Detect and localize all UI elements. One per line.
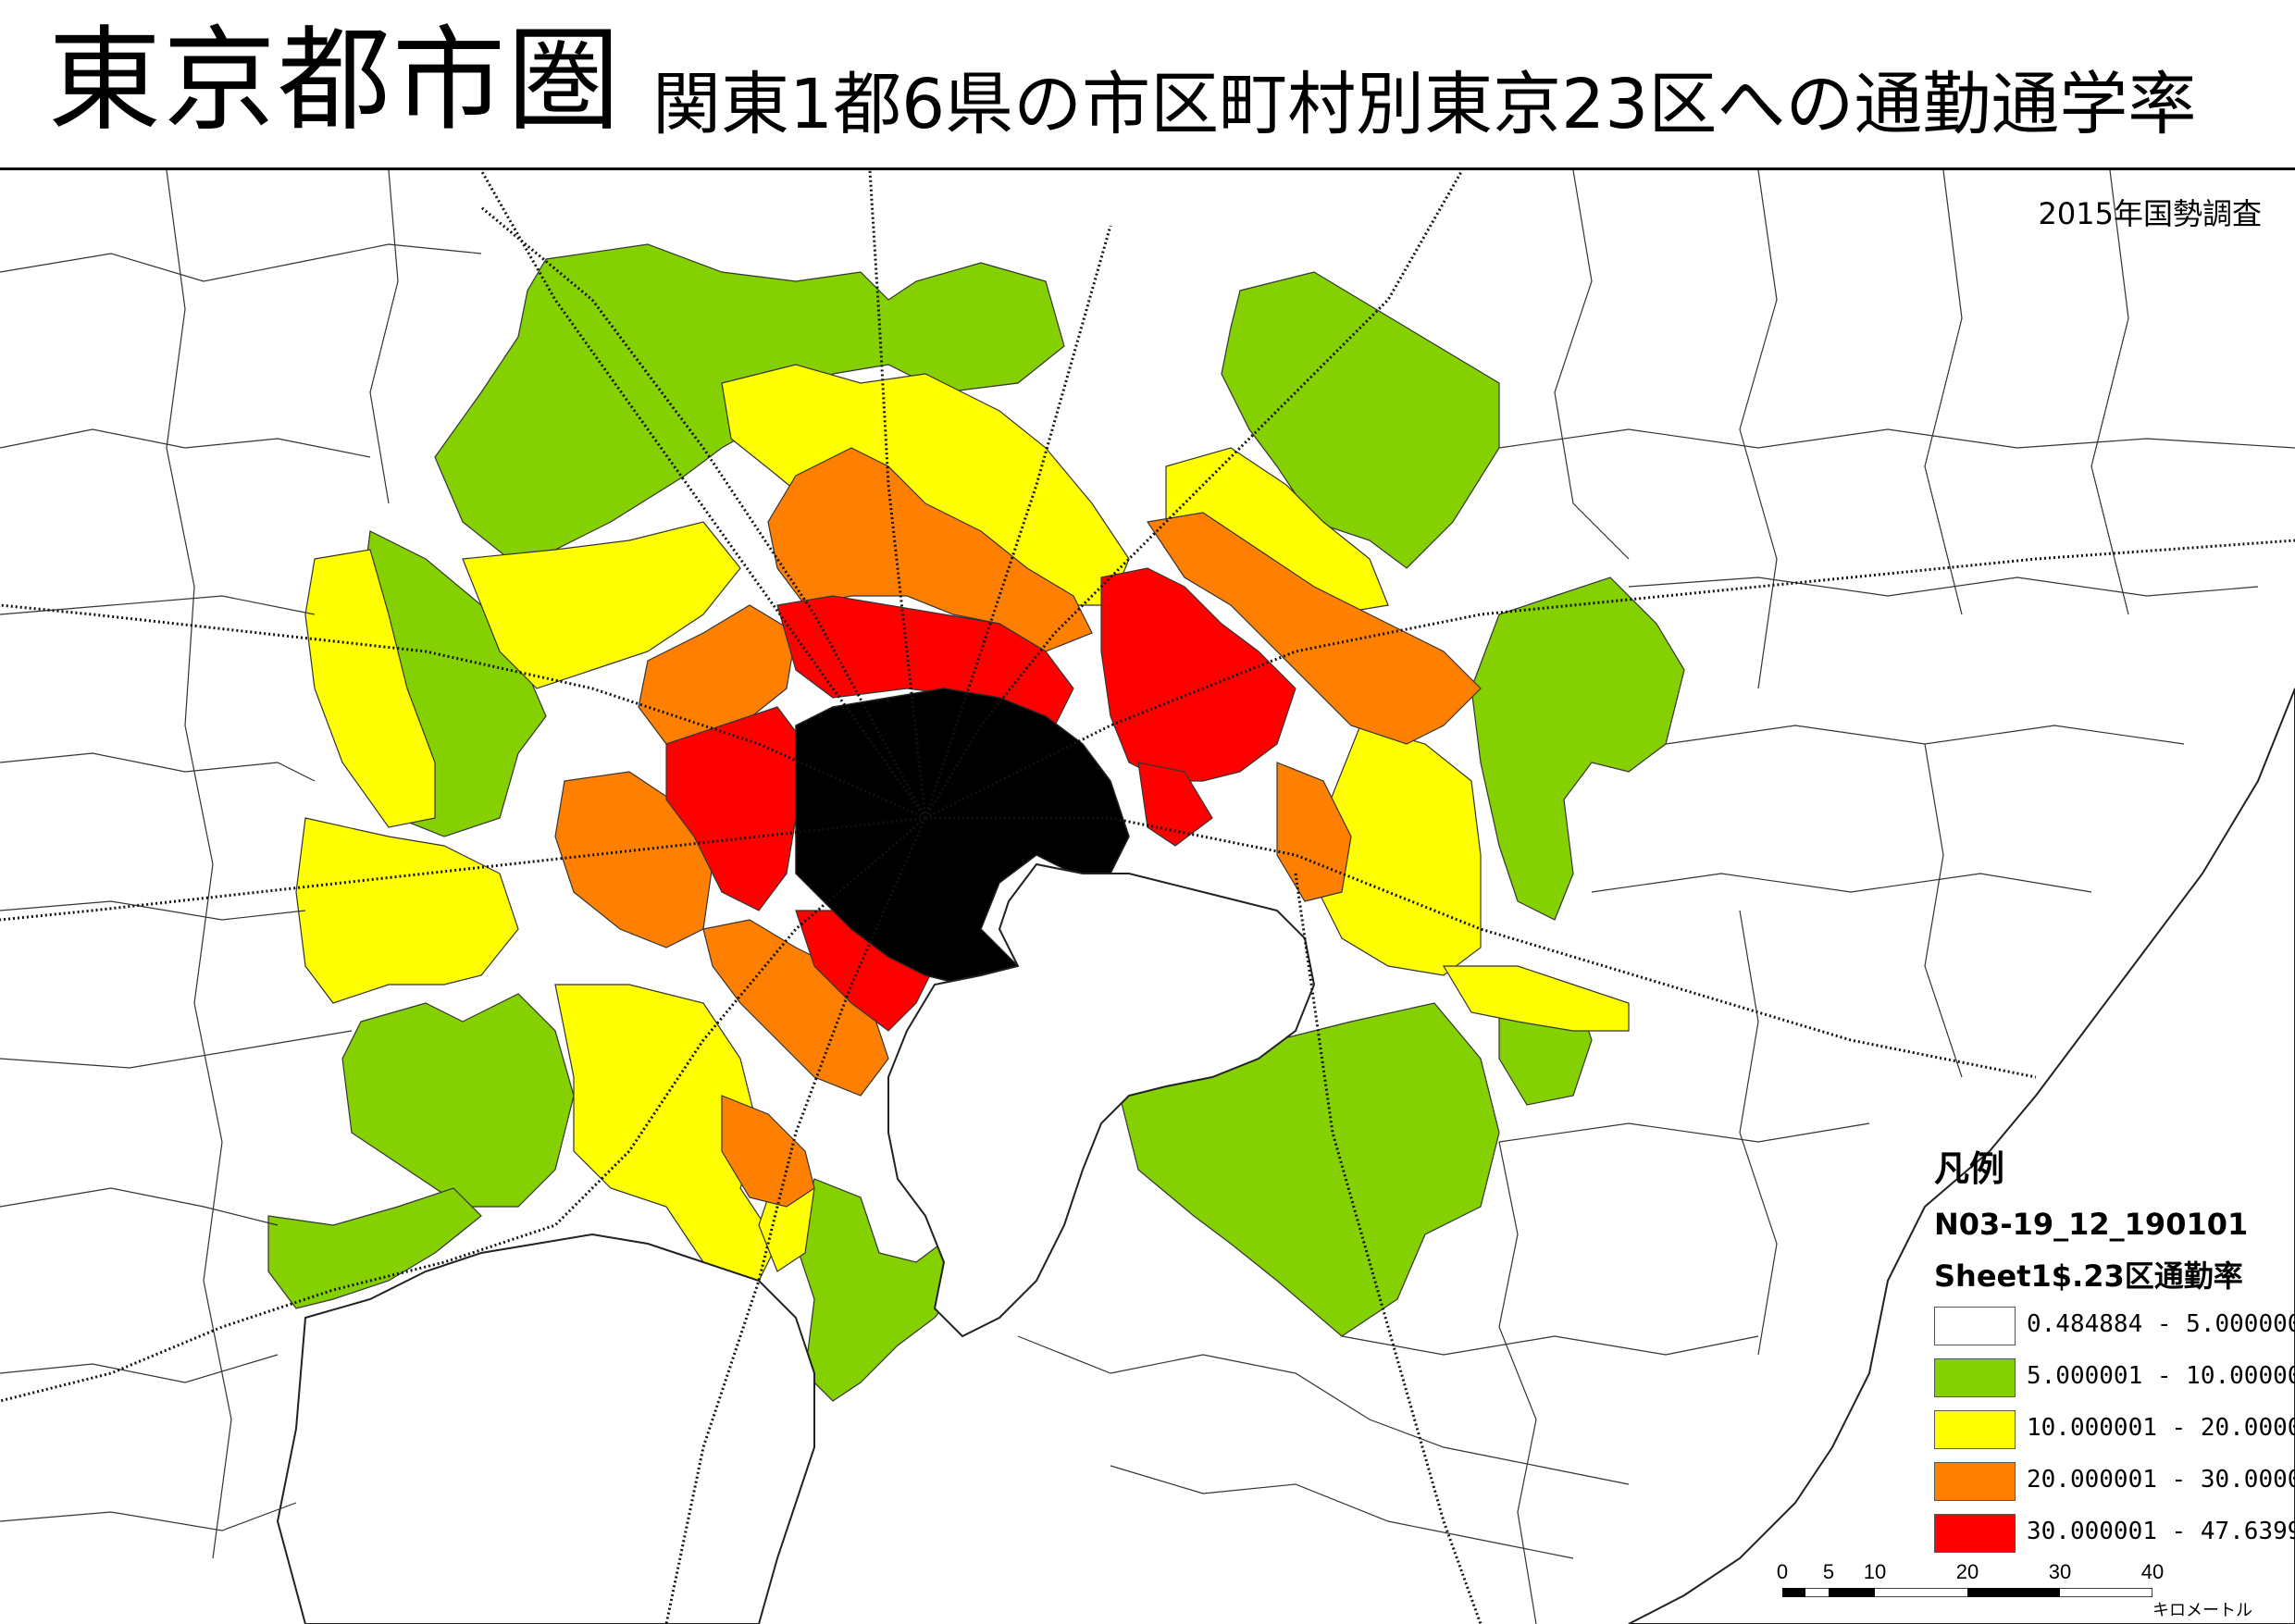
legend-swatch [1934, 1514, 2016, 1553]
scale-tick-label: 10 [1863, 1560, 1887, 1583]
scale-tick-label: 20 [1955, 1560, 1979, 1583]
map-subtitle: 関東1都6県の市区町村別東京23区への通勤通学率 [652, 65, 2197, 144]
region-yellow-tama [295, 817, 519, 1004]
municipal-boundaries [0, 170, 2295, 1624]
scale-tick-label: 0 [1776, 1560, 1789, 1583]
region-red-west [665, 706, 806, 911]
legend-label: 5.000001 - 10.000000 [2027, 1362, 2295, 1390]
legend-swatch [1934, 1410, 2016, 1449]
legend-item: 5.000001 - 10.000000 [1934, 1355, 2295, 1407]
scale-bar: 0 5 10 20 30 40 キロメートル [1777, 1560, 2252, 1620]
header-divider [0, 167, 2295, 170]
region-yellow-kanagawa [554, 984, 778, 1282]
scale-tick-label: 5 [1822, 1560, 1835, 1583]
region-yellow-west [304, 549, 436, 828]
region-green-east [1470, 576, 1685, 921]
legend-label: 0.484884 - 5.000000 [2027, 1310, 2295, 1338]
region-green-boso [1119, 1002, 1500, 1337]
legend-swatch [1934, 1358, 2016, 1397]
region-orange-west [554, 771, 713, 948]
choropleth-map [0, 170, 2295, 1624]
legend-swatch [1934, 1307, 2016, 1345]
region-green-north-chiba [1221, 271, 1500, 569]
railway-network [0, 170, 2295, 1624]
legend-item: 10.000001 - 20.000000 [1934, 1407, 2295, 1458]
legend-label: 20.000001 - 30.000000 [2027, 1466, 2295, 1494]
region-orange-yokosuka [721, 1095, 815, 1208]
legend-layer-name: N03-19_12_190101 [1934, 1207, 2249, 1242]
region-green-southwest [341, 993, 575, 1208]
region-green-shonan [267, 1187, 482, 1309]
data-source-label: 2015年国勢調査 [2038, 196, 2262, 231]
yellow-zone [295, 364, 1630, 1282]
region-orange-kawasaki [702, 919, 889, 1097]
tokyo-23-wards [795, 688, 1130, 986]
scale-bar-graphic [1782, 1588, 2152, 1597]
scale-tick-label: 30 [2048, 1560, 2072, 1583]
region-yellow-chiba-south [1442, 965, 1630, 1032]
legend: 凡例 N03-19_12_190101 Sheet1$.23区通勤率 0.484… [1934, 1140, 2295, 1562]
header: 東京都市圏 関東1都6県の市区町村別東京23区への通勤通学率 [0, 0, 2295, 167]
scale-tick-label: 40 [2140, 1560, 2165, 1583]
legend-label: 10.000001 - 20.000000 [2027, 1414, 2295, 1442]
tokyo-bay [887, 862, 1316, 1338]
region-green-miura [795, 1178, 973, 1402]
legend-title: 凡例 [1934, 1148, 2005, 1189]
legend-swatch [1934, 1462, 2016, 1501]
legend-field-name: Sheet1$.23区通勤率 [1934, 1258, 2243, 1294]
orange-zone [554, 447, 1482, 1208]
region-yellow-northwest [462, 521, 741, 689]
pacific-ocean [1628, 688, 2295, 1624]
legend-item: 30.000001 - 47.639947 [1934, 1510, 2295, 1562]
region-red-north [776, 595, 1074, 726]
legend-label: 30.000001 - 47.639947 [2027, 1518, 2295, 1545]
region-orange-northwest [638, 604, 797, 763]
region-red-ichikawa [1137, 762, 1213, 847]
scale-unit: キロメートル [2152, 1601, 2252, 1620]
region-orange-northeast [1146, 512, 1482, 745]
legend-item: 20.000001 - 30.000000 [1934, 1458, 2295, 1510]
legend-item: 0.484884 - 5.000000 [1934, 1303, 2295, 1355]
green-zone [267, 243, 1685, 1402]
region-red-east [1100, 567, 1296, 782]
map-title: 東京都市圏 [48, 15, 622, 146]
region-orange-chiba-bay [1276, 762, 1352, 902]
sagami-bay [276, 1233, 815, 1624]
